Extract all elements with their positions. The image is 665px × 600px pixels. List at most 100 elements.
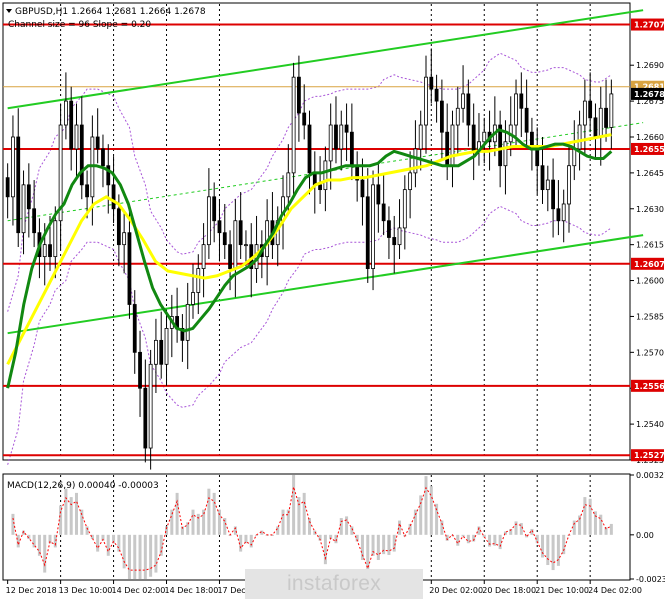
dropdown-triangle-icon[interactable] xyxy=(6,9,12,13)
macd-bar xyxy=(461,534,465,537)
macd-bar xyxy=(498,534,502,550)
macd-bar xyxy=(440,520,444,535)
price-tick-label: 1.2570 xyxy=(636,348,664,357)
time-label: 24 Dec 02:00 xyxy=(588,586,642,595)
candle-body xyxy=(101,148,105,167)
candle-body xyxy=(32,208,37,234)
macd-bar xyxy=(456,534,460,546)
macd-bar xyxy=(435,503,439,535)
macd-bar xyxy=(398,520,402,535)
candle-body xyxy=(69,100,74,150)
candle-body xyxy=(387,220,391,238)
macd-bar xyxy=(202,509,206,535)
macd-bar xyxy=(106,534,110,556)
horizontal-levels[interactable] xyxy=(3,23,630,457)
price-label-box xyxy=(631,257,664,270)
candle-body xyxy=(185,304,190,341)
macd-bar xyxy=(350,526,354,535)
candle-body xyxy=(392,237,397,246)
price-label: 1.2707 xyxy=(634,21,665,30)
time-label: 12 Dec 2018 xyxy=(6,586,57,595)
macd-bar xyxy=(59,505,63,535)
candle-body xyxy=(582,100,587,126)
macd-bar xyxy=(323,534,327,565)
macd-bar xyxy=(366,534,370,577)
macd-bar xyxy=(477,526,481,535)
price-label: 1.2655 xyxy=(634,145,665,154)
candle-body xyxy=(598,107,603,138)
macd-bar xyxy=(345,516,349,535)
price-tick-label: 1.2540 xyxy=(636,420,664,429)
candle-body xyxy=(206,196,211,246)
candle-body xyxy=(26,184,31,210)
macd-bar xyxy=(143,534,147,579)
candle-body xyxy=(461,93,465,109)
macd-tick-label: 0.00321 xyxy=(636,471,665,480)
macd-bar xyxy=(546,534,550,566)
macd-indicator xyxy=(11,475,613,579)
candle-body xyxy=(48,244,52,258)
macd-bar xyxy=(551,534,555,571)
time-label: 14 Dec 18:00 xyxy=(165,586,219,595)
candle-body xyxy=(312,172,317,186)
candle-body xyxy=(11,136,15,198)
macd-bar xyxy=(424,476,428,535)
macd-bar xyxy=(599,514,603,535)
candle-body xyxy=(424,76,428,126)
macd-bar xyxy=(297,497,301,535)
candle-body xyxy=(148,363,153,449)
macd-bar xyxy=(186,522,190,535)
candle-body xyxy=(519,93,524,109)
candle-body xyxy=(434,88,439,102)
price-label-box xyxy=(631,142,664,155)
macd-bar xyxy=(212,492,216,535)
macd-bar xyxy=(429,486,433,535)
macd-bar xyxy=(207,488,211,535)
candle-body xyxy=(318,184,322,191)
candle-body xyxy=(365,196,370,269)
candle-body xyxy=(471,124,476,152)
macd-tick-label: -0.00237 xyxy=(636,575,665,584)
candle-body xyxy=(524,107,529,133)
candle-body xyxy=(222,232,227,246)
macd-bar xyxy=(382,534,386,555)
time-axis: 12 Dec 2018 13 Dec 10:00 14 Dec 02:00 14 De… xyxy=(6,580,642,595)
candle-body xyxy=(302,112,307,126)
macd-bar xyxy=(64,488,68,535)
channel-upper xyxy=(7,9,644,110)
macd-bar xyxy=(249,534,253,548)
price-axis: 1.2690 1.2675 1.2660 1.2645 1.2630 1.2615 1.26… xyxy=(630,18,665,584)
candle-body xyxy=(551,179,555,210)
candle-body xyxy=(106,165,111,186)
candle-body xyxy=(180,328,185,341)
macd-bar xyxy=(270,534,274,536)
time-label: 13 Dec 10:00 xyxy=(59,586,113,595)
price-pane-frame xyxy=(2,2,631,461)
candle-body xyxy=(588,100,593,119)
candle-body xyxy=(503,141,508,167)
macd-bar xyxy=(318,534,322,541)
macd-bar xyxy=(493,534,497,546)
macd-bar xyxy=(43,534,47,573)
macd-bar xyxy=(355,534,359,542)
candle-body xyxy=(323,160,328,191)
time-label: 17 Dec xyxy=(217,586,245,595)
candle-body xyxy=(58,124,63,222)
macd-bar xyxy=(535,534,539,544)
macd-bar xyxy=(223,518,227,535)
macd-bar xyxy=(69,497,73,535)
macd-bar xyxy=(180,526,184,535)
macd-bar xyxy=(609,523,613,535)
ma-green xyxy=(6,128,613,389)
macd-bar xyxy=(530,528,534,535)
macd-bar xyxy=(556,534,560,566)
candle-body xyxy=(244,244,248,247)
candle-body xyxy=(143,387,148,449)
macd-bar xyxy=(85,526,89,535)
macd-bar xyxy=(127,534,131,579)
macd-bar xyxy=(339,518,343,535)
macd-bar xyxy=(413,509,417,535)
macd-signal xyxy=(12,486,612,571)
macd-bar xyxy=(117,534,121,552)
